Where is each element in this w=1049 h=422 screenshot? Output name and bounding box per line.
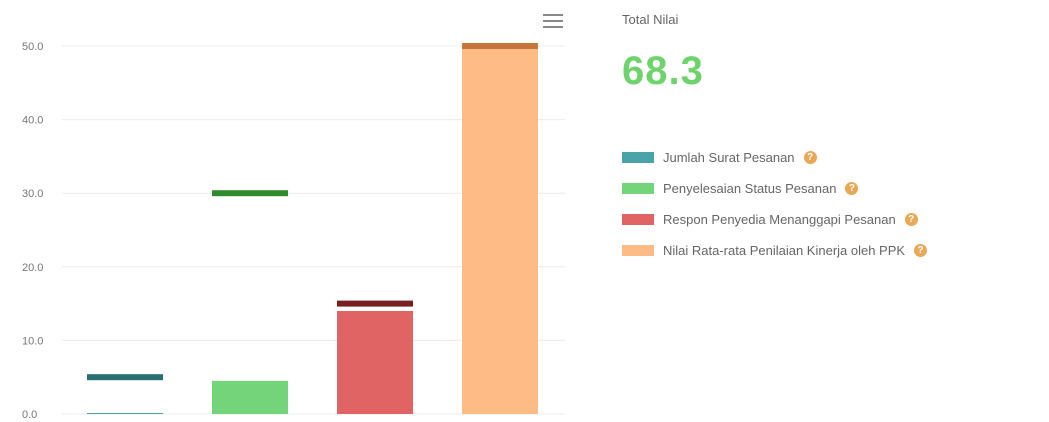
legend-item-penyelesaian-status-pesanan[interactable]: Penyelesaian Status Pesanan ?	[622, 173, 927, 204]
bar	[87, 413, 163, 414]
target-marker	[212, 190, 288, 197]
legend-item-jumlah-surat-pesanan[interactable]: Jumlah Surat Pesanan ?	[622, 142, 927, 173]
legend-item-respon-penyedia[interactable]: Respon Penyedia Menanggapi Pesanan ?	[622, 204, 927, 235]
legend-item-nilai-rata-rata[interactable]: Nilai Rata-rata Penilaian Kinerja oleh P…	[622, 235, 928, 266]
info-icon[interactable]: ?	[904, 213, 918, 226]
bar	[337, 310, 413, 414]
legend-swatch	[622, 152, 654, 163]
info-icon[interactable]: ?	[914, 244, 928, 257]
target-marker	[337, 300, 413, 307]
y-tick-label: 20.0	[22, 262, 43, 274]
bar-chart: 0.0 10.0 20.0 30.0 40.0 50.0	[22, 41, 565, 421]
y-tick-label: 50.0	[22, 41, 43, 53]
legend-swatch	[622, 245, 654, 256]
bar	[212, 380, 288, 414]
legend-swatch	[622, 183, 654, 194]
target-marker	[87, 374, 163, 381]
y-tick-label: 40.0	[22, 115, 43, 127]
legend-label: Nilai Rata-rata Penilaian Kinerja oleh P…	[663, 243, 906, 258]
legend-swatch	[622, 214, 654, 225]
info-icon[interactable]: ?	[845, 182, 859, 195]
total-value: 68.3	[622, 49, 704, 93]
legend-label: Jumlah Surat Pesanan	[663, 150, 795, 165]
chart-menu-icon[interactable]	[543, 14, 563, 30]
legend-label: Penyelesaian Status Pesanan	[663, 181, 837, 196]
legend-label: Respon Penyedia Menanggapi Pesanan	[663, 212, 896, 227]
summary-panel: Total Nilai 68.3	[622, 12, 704, 94]
total-label: Total Nilai	[622, 12, 679, 27]
y-tick-label: 30.0	[22, 188, 43, 200]
legend: Jumlah Surat Pesanan ? Penyelesaian Stat…	[622, 142, 928, 266]
y-tick-label: 0.0	[22, 409, 37, 421]
bar	[462, 46, 538, 414]
info-icon[interactable]: ?	[803, 151, 817, 164]
y-tick-label: 10.0	[22, 335, 43, 347]
target-marker	[462, 43, 538, 49]
